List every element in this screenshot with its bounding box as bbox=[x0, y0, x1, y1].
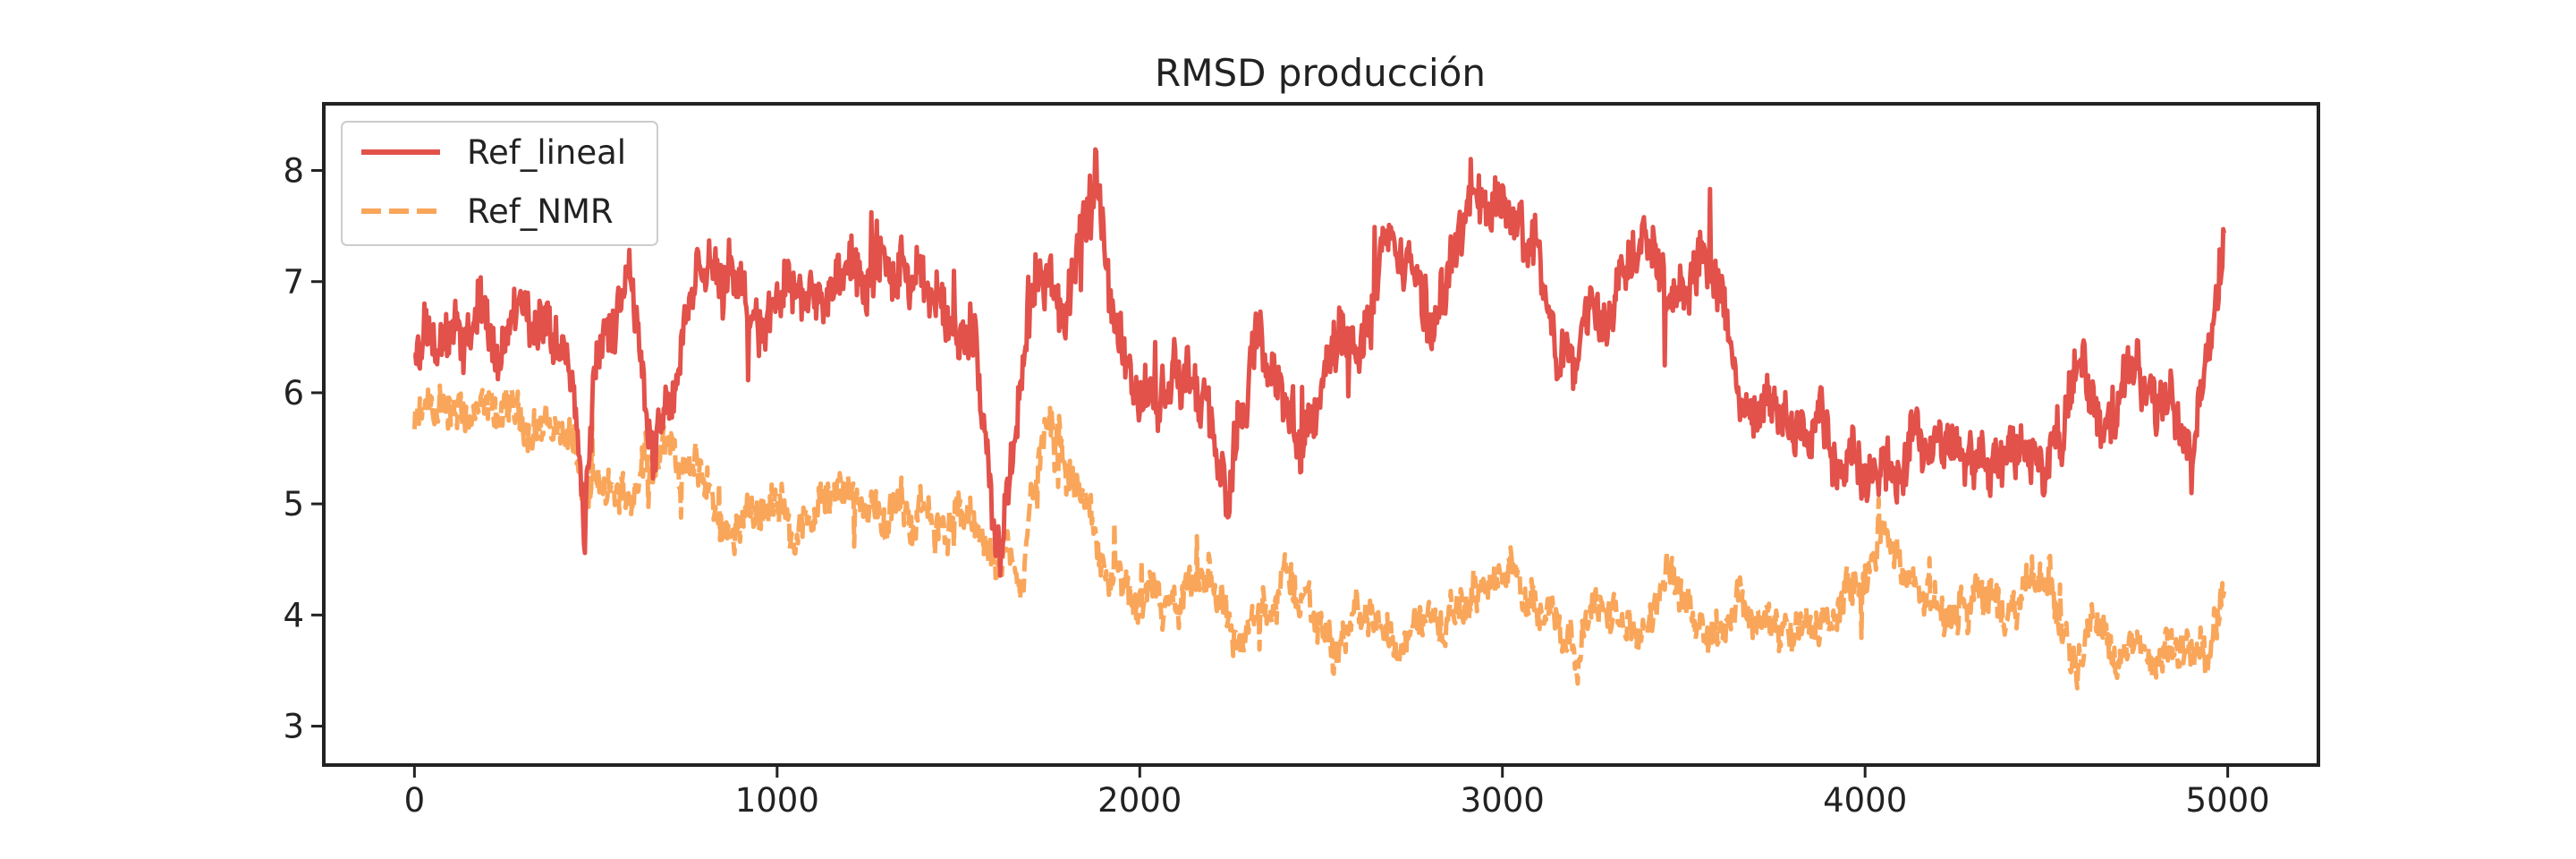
y-tick-label: 5 bbox=[283, 485, 304, 523]
y-tick-label: 7 bbox=[283, 263, 304, 302]
x-tick-label: 4000 bbox=[1823, 781, 1907, 820]
y-axis: 3 4 5 6 7 8 bbox=[283, 152, 324, 746]
y-tick-label: 8 bbox=[283, 152, 304, 191]
series-layer bbox=[411, 147, 2227, 691]
y-tick-label: 3 bbox=[283, 708, 304, 746]
x-tick-label: 2000 bbox=[1097, 781, 1182, 820]
x-tick-label: 0 bbox=[404, 781, 426, 820]
y-tick-label: 4 bbox=[283, 596, 304, 634]
x-tick-label: 5000 bbox=[2186, 781, 2270, 820]
y-tick-label: 6 bbox=[283, 374, 304, 412]
plot-frame bbox=[322, 102, 2320, 767]
legend: Ref_lineal Ref_NMR bbox=[341, 121, 658, 246]
x-tick-label: 1000 bbox=[735, 781, 819, 820]
legend-label-ref-nmr: Ref_NMR bbox=[467, 192, 614, 231]
series-line-ref-lineal bbox=[412, 147, 2227, 578]
legend-label-ref-lineal: Ref_lineal bbox=[467, 133, 626, 172]
series-line-ref-nmr bbox=[411, 383, 2227, 691]
x-tick-label: 3000 bbox=[1461, 781, 1545, 820]
chart-title: RMSD producción bbox=[1155, 51, 1486, 95]
x-axis: 0 1000 2000 3000 4000 5000 bbox=[404, 765, 2270, 820]
